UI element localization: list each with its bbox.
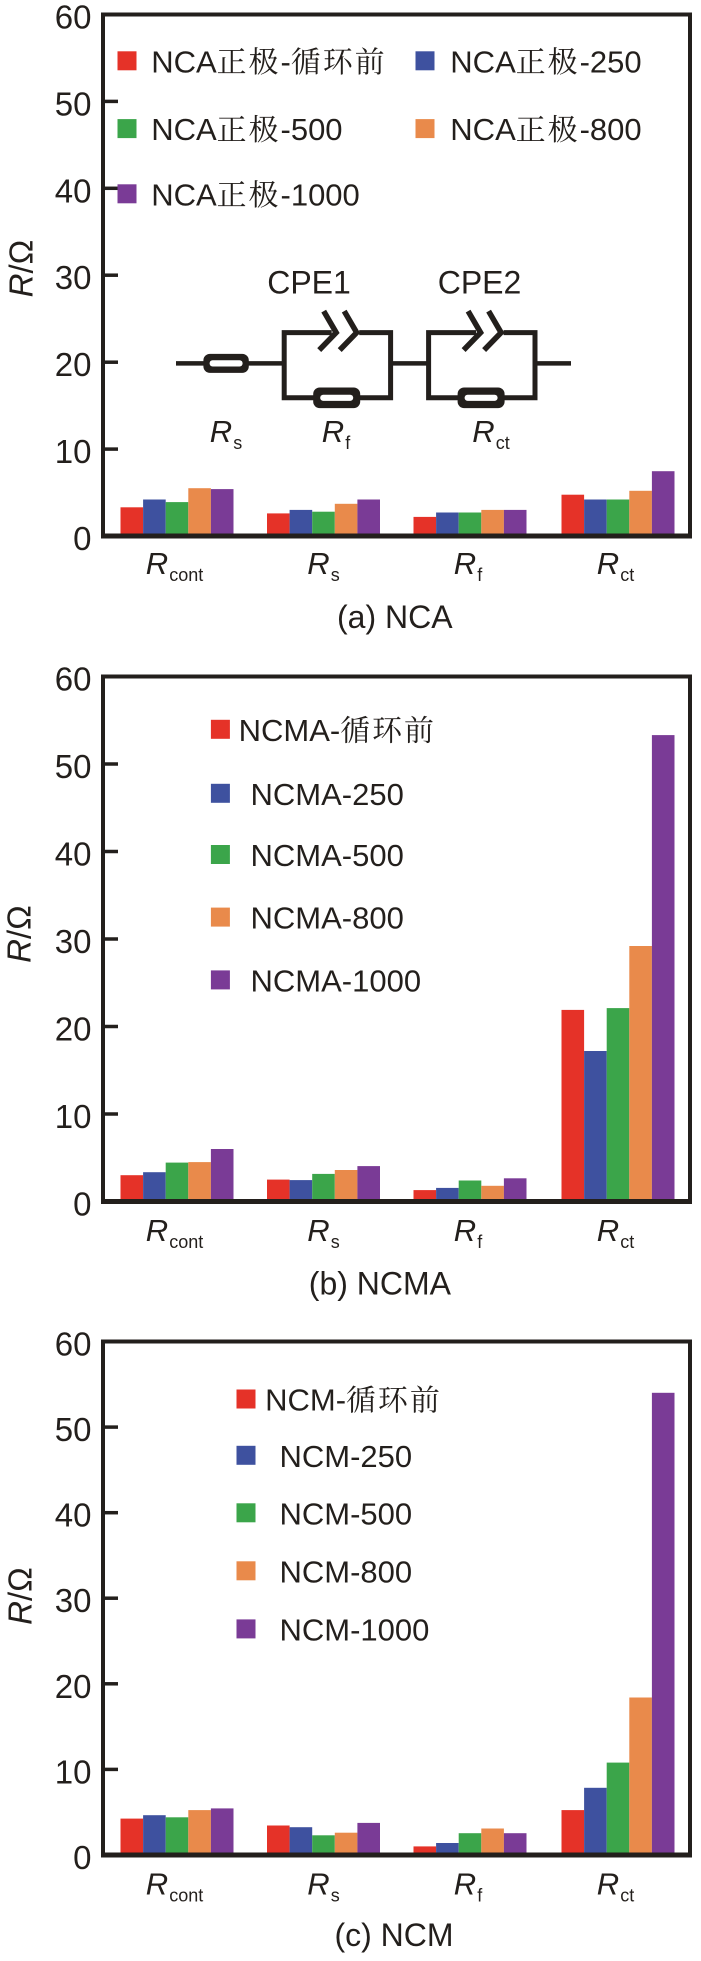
svg-text:(b) NCMA: (b) NCMA	[309, 1266, 452, 1302]
svg-text:R/Ω: R/Ω	[3, 240, 40, 298]
svg-text:R: R	[146, 546, 168, 581]
svg-text:NCA: NCA	[450, 112, 516, 147]
svg-text:NCMA-: NCMA-	[239, 713, 341, 748]
svg-text:R: R	[307, 1867, 329, 1902]
svg-text:40: 40	[55, 172, 92, 209]
svg-text:R/Ω: R/Ω	[1, 905, 38, 963]
svg-text:f: f	[477, 565, 483, 585]
svg-text:NCM-1000: NCM-1000	[280, 1612, 430, 1647]
svg-text:(a) NCA: (a) NCA	[337, 599, 453, 635]
svg-text:NCMA-800: NCMA-800	[251, 901, 404, 936]
svg-text:0: 0	[73, 520, 91, 557]
svg-text:s: s	[331, 1232, 340, 1252]
svg-text:30: 30	[55, 1582, 92, 1619]
svg-text:50: 50	[55, 85, 92, 122]
svg-text:NCM-250: NCM-250	[280, 1439, 413, 1474]
svg-text:10: 10	[55, 1098, 92, 1135]
svg-text:60: 60	[55, 661, 92, 698]
svg-text:cont: cont	[169, 565, 203, 585]
svg-text:R: R	[597, 1867, 619, 1902]
svg-text:-800: -800	[580, 112, 642, 147]
svg-text:NCMA-500: NCMA-500	[251, 838, 404, 873]
svg-text:20: 20	[55, 1011, 92, 1048]
svg-text:NCM-500: NCM-500	[280, 1496, 413, 1531]
svg-text:NCA: NCA	[151, 44, 217, 79]
svg-text:f: f	[477, 1886, 483, 1906]
svg-text:R: R	[472, 414, 494, 449]
svg-text:-1000: -1000	[281, 177, 360, 212]
svg-text:-500: -500	[281, 112, 343, 147]
svg-text:30: 30	[55, 259, 92, 296]
svg-text:0: 0	[73, 1839, 91, 1876]
svg-text:s: s	[331, 1886, 340, 1906]
svg-text:40: 40	[55, 1497, 92, 1534]
svg-text:cont: cont	[169, 1886, 203, 1906]
svg-text:R: R	[146, 1213, 168, 1248]
svg-text:R: R	[597, 1213, 619, 1248]
svg-text:R: R	[322, 414, 344, 449]
svg-text:R: R	[146, 1867, 168, 1902]
svg-text:R/Ω: R/Ω	[2, 1567, 39, 1625]
svg-text:ct: ct	[620, 565, 634, 585]
svg-text:20: 20	[55, 1668, 92, 1705]
svg-text:cont: cont	[169, 1232, 203, 1252]
svg-text:CPE1: CPE1	[267, 265, 351, 301]
svg-text:R: R	[454, 546, 476, 581]
svg-text:60: 60	[55, 1326, 92, 1363]
svg-text:R: R	[210, 414, 232, 449]
svg-text:s: s	[233, 433, 242, 453]
svg-text:NCM-800: NCM-800	[280, 1554, 413, 1589]
svg-text:10: 10	[55, 433, 92, 470]
svg-text:ct: ct	[496, 433, 510, 453]
svg-text:ct: ct	[620, 1886, 634, 1906]
svg-text:40: 40	[55, 836, 92, 873]
svg-text:60: 60	[55, 0, 92, 36]
svg-text:R: R	[454, 1867, 476, 1902]
svg-text:0: 0	[73, 1186, 91, 1223]
svg-text:30: 30	[55, 923, 92, 960]
svg-text:-: -	[281, 44, 291, 79]
svg-text:50: 50	[55, 1411, 92, 1448]
svg-text:50: 50	[55, 748, 92, 785]
svg-text:R: R	[307, 1213, 329, 1248]
svg-text:NCA: NCA	[450, 44, 516, 79]
svg-text:-250: -250	[580, 44, 642, 79]
svg-text:f: f	[477, 1232, 483, 1252]
svg-text:NCM-: NCM-	[265, 1383, 346, 1418]
svg-text:20: 20	[55, 346, 92, 383]
svg-text:s: s	[331, 565, 340, 585]
svg-text:R: R	[454, 1213, 476, 1248]
svg-text:f: f	[345, 433, 351, 453]
svg-text:R: R	[307, 546, 329, 581]
svg-text:NCMA-1000: NCMA-1000	[251, 963, 422, 998]
svg-text:NCMA-250: NCMA-250	[251, 777, 404, 812]
svg-text:10: 10	[55, 1753, 92, 1790]
svg-text:ct: ct	[620, 1232, 634, 1252]
svg-text:(c) NCM: (c) NCM	[334, 1917, 453, 1953]
svg-text:CPE2: CPE2	[438, 265, 522, 301]
svg-text:R: R	[597, 546, 619, 581]
svg-text:NCA: NCA	[151, 112, 217, 147]
svg-text:NCA: NCA	[151, 177, 217, 212]
